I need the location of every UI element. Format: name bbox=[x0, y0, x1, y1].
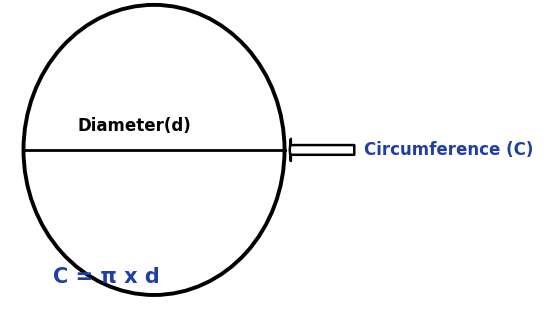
Text: Diameter(d): Diameter(d) bbox=[78, 117, 192, 135]
Text: C = π x d: C = π x d bbox=[52, 267, 160, 287]
Text: Circumference (C): Circumference (C) bbox=[364, 141, 534, 159]
